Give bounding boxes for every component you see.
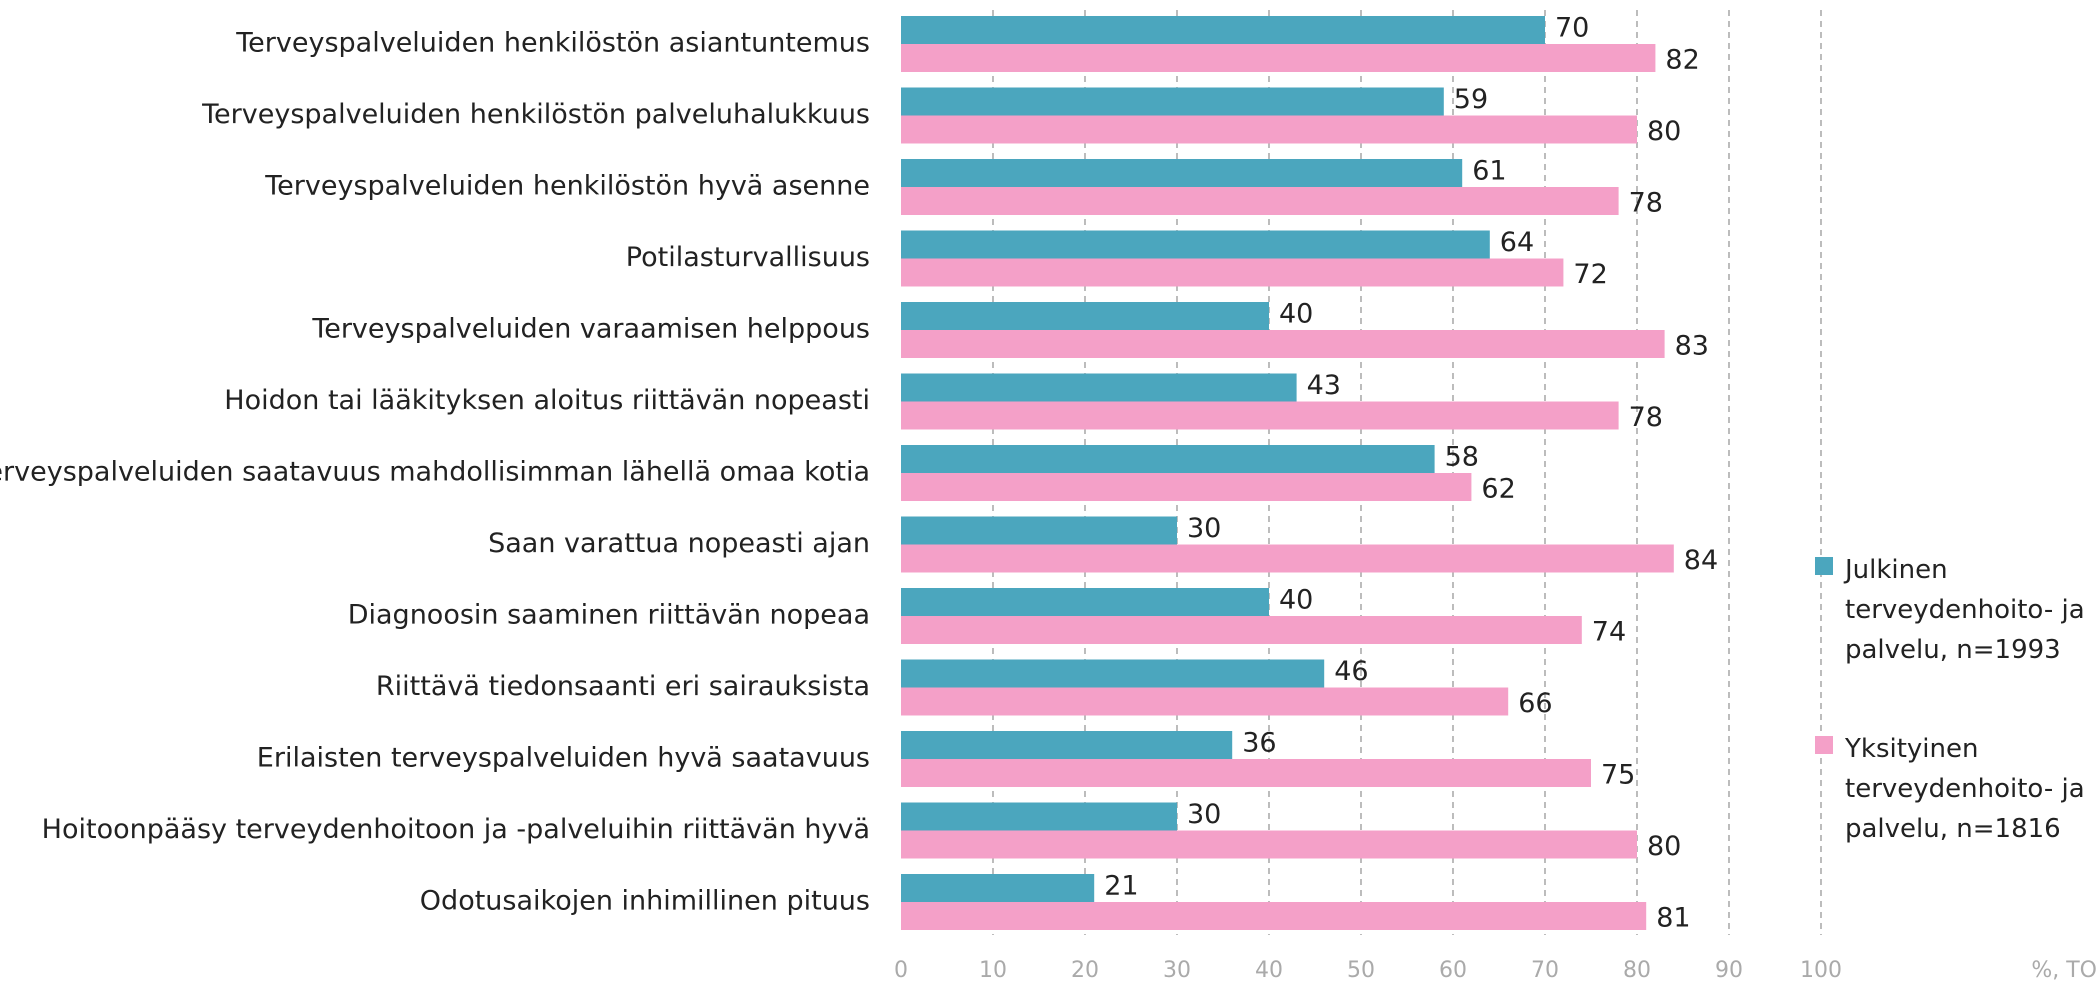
bar [901,115,1637,144]
legend-label: Yksityinen terveydenhoito- ja palvelu, n… [1845,734,2085,844]
x-axis-label: %, TO [2031,958,2097,983]
category-label: Saan varattua nopeasti ajan [488,528,870,559]
bar [901,874,1095,902]
value-label: 64 [1500,227,1534,258]
value-label: 78 [1629,402,1663,433]
bar [901,616,1582,644]
x-tick-label: 90 [1715,958,1743,983]
bar [901,588,1269,616]
x-tick-label: 100 [1800,958,1842,983]
value-label: 36 [1242,728,1276,759]
bar [901,230,1490,259]
category-label: Erilaisten terveyspalveluiden hyvä saata… [257,743,870,774]
x-tick-label: 50 [1347,958,1375,983]
x-tick-label: 0 [894,958,908,983]
category-label: Potilasturvallisuus [626,242,870,273]
bar [901,687,1509,716]
x-tick-label: 80 [1623,958,1651,983]
bar [901,16,1545,44]
bar [901,544,1674,573]
bar [901,187,1619,215]
category-label: Terveyspalveluiden saatavuus mahdollisim… [0,457,870,488]
bar [901,902,1647,930]
category-label: Hoidon tai lääkityksen aloitus riittävän… [224,385,870,416]
value-label: 46 [1334,656,1368,687]
bar [901,445,1435,473]
bar [901,373,1297,402]
value-label: 30 [1187,799,1221,830]
value-label: 75 [1601,760,1635,791]
x-tick-label: 20 [1071,958,1099,983]
value-label: 59 [1454,84,1488,115]
category-label: Terveyspalveluiden henkilöstön hyvä asen… [264,171,870,202]
bar [901,830,1637,859]
legend-label: Julkinen terveydenhoito- ja palvelu, n=1… [1845,555,2085,665]
category-label: Hoitoonpääsy terveydenhoitoon ja -palvel… [42,814,870,845]
bar [901,473,1472,501]
bar [901,802,1177,831]
bar [901,659,1325,688]
bar [901,258,1564,287]
legend-swatch [1815,736,1833,754]
bar [901,44,1656,72]
value-label: 74 [1592,617,1626,648]
bar [901,516,1177,545]
bar [901,731,1233,759]
bar [901,302,1269,330]
value-label: 72 [1573,259,1607,290]
value-label: 58 [1445,442,1479,473]
value-label: 80 [1647,831,1681,862]
bar [901,87,1444,116]
x-tick-label: 40 [1255,958,1283,983]
category-label: Terveyspalveluiden varaamisen helppous [311,314,870,345]
x-tick-label: 10 [979,958,1007,983]
value-label: 62 [1481,474,1515,505]
x-tick-label: 30 [1163,958,1191,983]
value-label: 21 [1104,871,1138,902]
bar [901,401,1619,430]
value-label: 83 [1675,331,1709,362]
value-label: 40 [1279,585,1313,616]
x-tick-label: 60 [1439,958,1467,983]
value-label: 30 [1187,513,1221,544]
value-label: 61 [1472,156,1506,187]
bar [901,759,1591,787]
value-label: 70 [1555,13,1589,44]
value-label: 81 [1656,903,1690,934]
bar [901,159,1463,187]
category-label: Odotusaikojen inhimillinen pituus [420,886,870,917]
legend-swatch [1815,557,1833,575]
category-label: Diagnoosin saaminen riittävän nopeaa [348,600,870,631]
x-tick-label: 70 [1531,958,1559,983]
value-label: 66 [1518,688,1552,719]
bar [901,330,1665,358]
value-label: 80 [1647,116,1681,147]
value-label: 40 [1279,299,1313,330]
value-label: 84 [1684,545,1718,576]
value-label: 82 [1665,45,1699,76]
value-label: 78 [1629,188,1663,219]
category-label: Riittävä tiedonsaanti eri sairauksista [376,671,870,702]
category-label: Terveyspalveluiden henkilöstön palveluha… [201,99,870,130]
category-label: Terveyspalveluiden henkilöstön asiantunt… [235,28,870,59]
value-label: 43 [1307,370,1341,401]
